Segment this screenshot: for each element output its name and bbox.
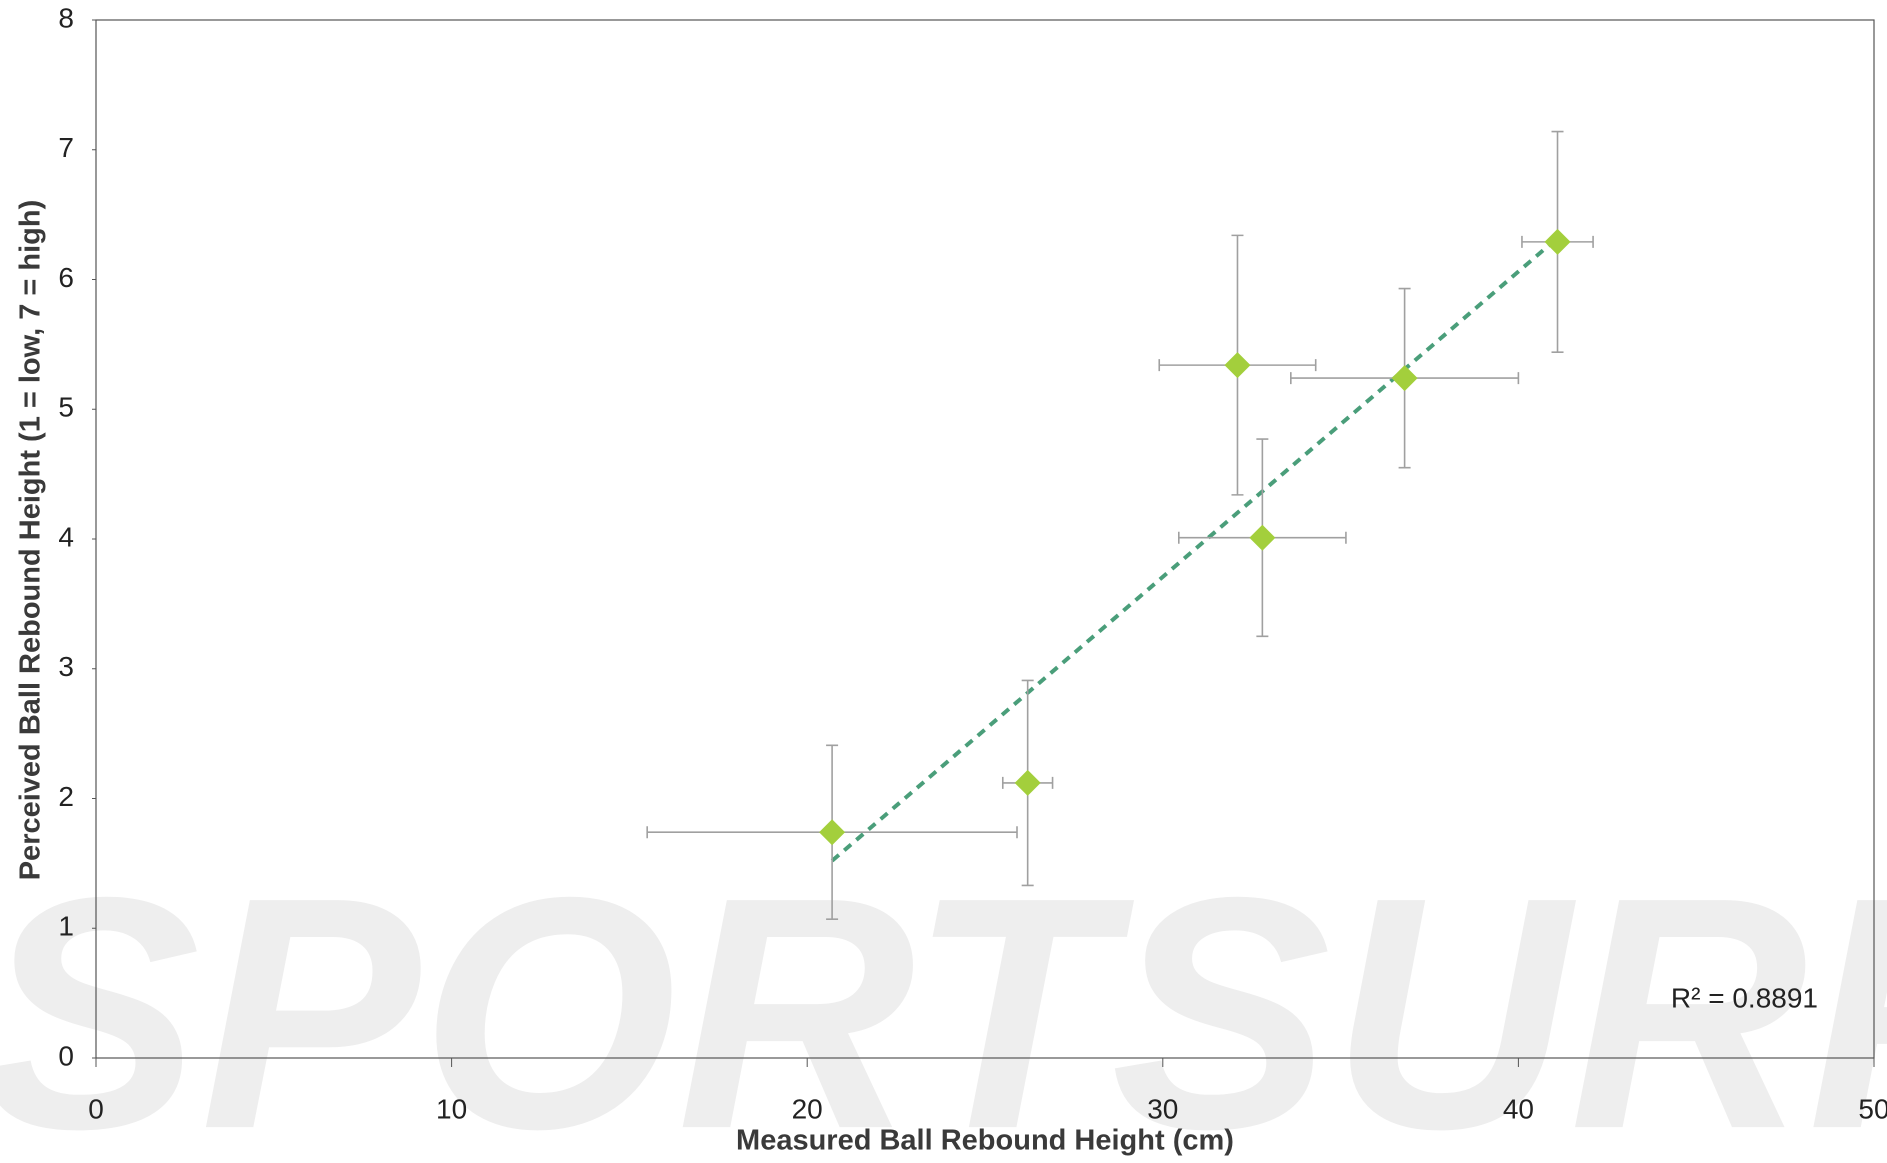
- x-tick-label: 30: [1147, 1093, 1178, 1124]
- x-tick-label: 50: [1858, 1093, 1887, 1124]
- point: [819, 819, 846, 846]
- point: [1249, 524, 1276, 551]
- r2-annotation: R² = 0.8891: [1671, 982, 1818, 1013]
- point: [1544, 228, 1571, 255]
- x-tick-label: 0: [88, 1093, 104, 1124]
- y-tick-label: 3: [58, 651, 74, 682]
- trendline: [830, 236, 1559, 863]
- point: [1391, 365, 1418, 392]
- x-tick-label: 10: [436, 1093, 467, 1124]
- y-tick-label: 1: [58, 911, 74, 942]
- y-tick-label: 0: [58, 1040, 74, 1071]
- y-tick-label: 5: [58, 392, 74, 423]
- x-axis-title: Measured Ball Rebound Height (cm): [736, 1125, 1234, 1157]
- y-tick-label: 8: [58, 2, 74, 33]
- y-tick-label: 7: [58, 132, 74, 163]
- y-tick-label: 2: [58, 781, 74, 812]
- y-axis-title: Perceived Ball Rebound Height (1 = low, …: [15, 200, 47, 881]
- y-tick-label: 6: [58, 262, 74, 293]
- x-tick-label: 20: [792, 1093, 823, 1124]
- y-tick-label: 4: [58, 521, 74, 552]
- point: [1224, 352, 1251, 379]
- x-tick-label: 40: [1503, 1093, 1534, 1124]
- watermark: SPORTSURF: [0, 828, 1887, 1163]
- point: [1014, 769, 1041, 796]
